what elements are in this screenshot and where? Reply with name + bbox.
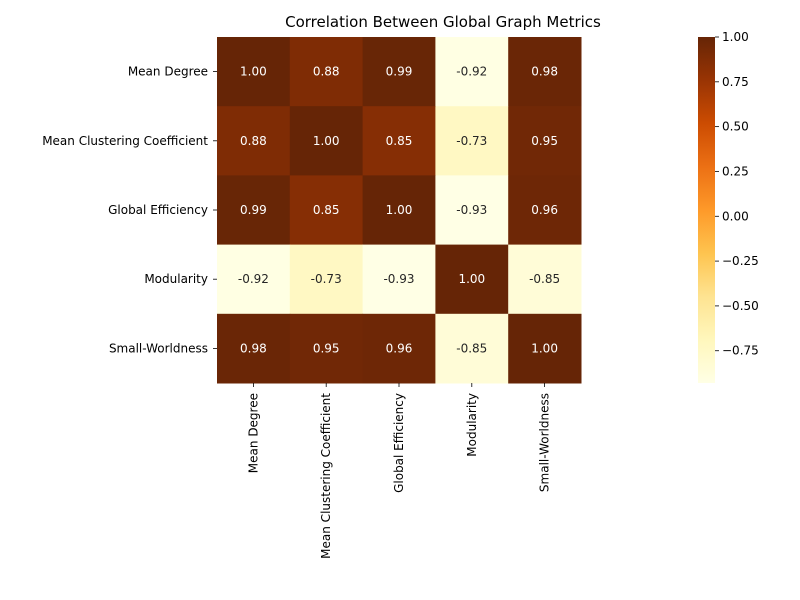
heatmap-cell <box>362 37 436 107</box>
cell-value-label: 0.85 <box>313 203 340 217</box>
heatmap-cell <box>289 37 364 107</box>
cell-value-label: 0.88 <box>240 134 267 148</box>
y-tick-label: Modularity <box>144 272 208 286</box>
heatmap-cells: 1.00 0.88 0.99 -0.92 0.98 0.88 1.00 0.85 -0.73 0.… <box>217 37 582 384</box>
cell-value-label: -0.85 <box>456 341 487 355</box>
colorbar-tick-label: 1.00 <box>722 30 749 44</box>
heatmap-cell <box>435 313 509 384</box>
y-axis-tick-labels: Mean Degree Mean Clustering Coefficient Gl… <box>42 65 217 355</box>
heatmap-cell <box>217 106 291 176</box>
cell-value-label: 0.96 <box>531 203 558 217</box>
heatmap-cell <box>289 244 364 315</box>
colorbar-tick-label: 0.50 <box>722 120 749 134</box>
heatmap-cell <box>508 106 582 176</box>
cell-value-label: 1.00 <box>458 272 485 286</box>
cell-value-label: -0.73 <box>311 272 342 286</box>
cell-value-label: 0.95 <box>313 341 340 355</box>
cell-value-label: 0.99 <box>386 65 413 79</box>
colorbar-gradient <box>698 37 715 383</box>
heatmap-cell <box>217 37 291 107</box>
cell-value-label: 0.85 <box>386 134 413 148</box>
heatmap-cell <box>435 244 509 315</box>
cell-value-label: -0.93 <box>456 203 487 217</box>
x-tick-label: Global Efficiency <box>392 393 406 493</box>
heatmap-cell <box>362 106 436 176</box>
x-tick-label: Mean Degree <box>246 393 260 473</box>
cell-value-label: 0.98 <box>531 65 558 79</box>
cell-value-label: 0.99 <box>240 203 267 217</box>
heatmap-cell <box>362 175 436 246</box>
colorbar-tick-label: 0.25 <box>722 164 749 178</box>
heatmap-cell <box>289 313 364 384</box>
heatmap-cell <box>217 313 291 384</box>
heatmap-cell <box>435 37 509 107</box>
colorbar-tick-label: 0.00 <box>722 209 749 223</box>
heatmap-cell <box>217 175 291 246</box>
heatmap-cell <box>508 37 582 107</box>
heatmap-cell <box>362 244 436 315</box>
x-tick-label: Modularity <box>465 393 479 457</box>
chart-title: Correlation Between Global Graph Metrics <box>285 13 601 31</box>
heatmap-cell <box>508 313 582 384</box>
cell-value-label: 0.88 <box>313 65 340 79</box>
x-tick-label: Mean Clustering Coefficient <box>319 393 333 559</box>
x-tick-label: Small-Worldness <box>538 393 552 492</box>
cell-value-label: -0.73 <box>456 134 487 148</box>
cell-value-label: 0.95 <box>531 134 558 148</box>
y-tick-label: Mean Degree <box>128 65 208 79</box>
heatmap-cell <box>289 175 364 246</box>
colorbar-tick-label: −0.50 <box>722 299 759 313</box>
cell-value-label: 0.98 <box>240 341 267 355</box>
x-axis-tick-labels: Mean Degree Mean Clustering Coefficient Gl… <box>246 383 552 559</box>
heatmap-cell <box>435 106 509 176</box>
heatmap-cell <box>217 244 291 315</box>
heatmap-cell <box>508 244 582 315</box>
heatmap-cell <box>508 175 582 246</box>
heatmap-cell <box>289 106 364 176</box>
cell-value-label: 1.00 <box>386 203 413 217</box>
y-tick-label: Small-Worldness <box>109 341 208 355</box>
heatmap-cell <box>435 175 509 246</box>
colorbar-tick-label: −0.75 <box>722 344 759 358</box>
cell-value-label: -0.85 <box>529 272 560 286</box>
cell-value-label: -0.93 <box>383 272 414 286</box>
cell-value-label: -0.92 <box>238 272 269 286</box>
colorbar-tick-label: 0.75 <box>722 75 749 89</box>
cell-value-label: -0.92 <box>456 65 487 79</box>
y-tick-label: Mean Clustering Coefficient <box>42 134 208 148</box>
colorbar-tick-label: −0.25 <box>722 254 759 268</box>
cell-value-label: 1.00 <box>240 65 267 79</box>
cell-value-label: 1.00 <box>531 341 558 355</box>
y-tick-label: Global Efficiency <box>108 203 208 217</box>
colorbar: 1.00 0.75 0.50 0.25 0.00 −0.25 −0.50 −0.75 <box>698 30 759 383</box>
cell-value-label: 1.00 <box>313 134 340 148</box>
heatmap-cell <box>362 313 436 384</box>
cell-value-label: 0.96 <box>386 341 413 355</box>
